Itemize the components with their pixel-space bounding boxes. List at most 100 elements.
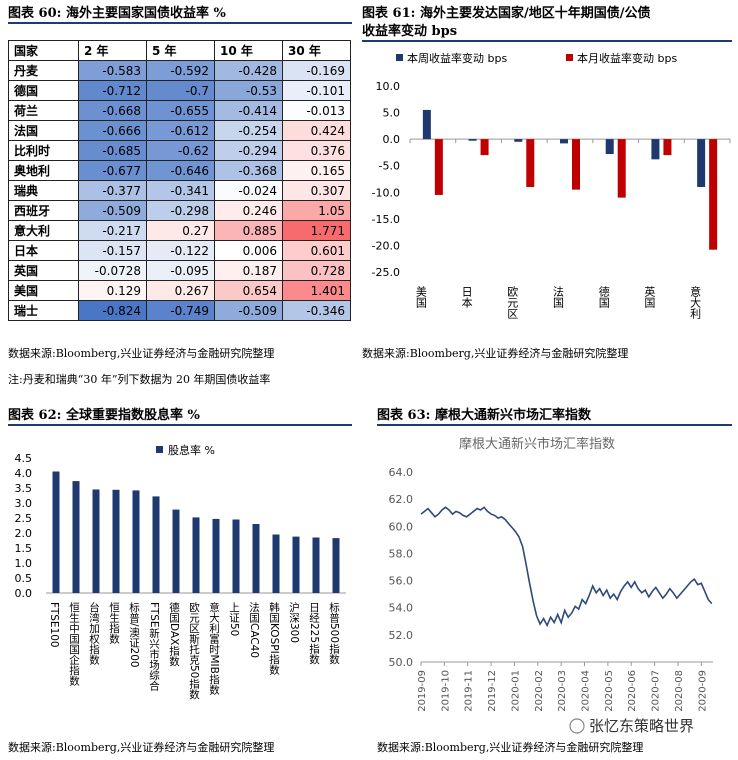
watermark: 张忆东策略世界	[569, 717, 694, 735]
yield-cell: -0.157	[78, 240, 147, 261]
yield-cell: -0.169	[282, 60, 351, 81]
x-category-label: FTSE新兴市场综合	[148, 602, 160, 691]
yield-cell: 0.601	[282, 240, 351, 261]
y-tick-label: -10.0	[372, 186, 400, 199]
bar	[72, 481, 80, 593]
x-category-label: 上证50	[228, 602, 240, 636]
yield-cell: 0.246	[214, 200, 283, 221]
yield-cell: -0.254	[214, 120, 283, 141]
country-cell: 瑞士	[8, 300, 79, 321]
yield-cell: -0.217	[78, 220, 147, 241]
x-tick-label: 2020-05	[604, 670, 615, 712]
bar	[480, 139, 489, 156]
country-cell: 荷兰	[8, 100, 79, 121]
x-category-label: 标普500指数	[328, 602, 340, 665]
bar	[312, 537, 320, 593]
legend-label: 本周收益率变动 bps	[407, 51, 507, 65]
table-row: 法国 -0.666 -0.612 -0.254 0.424	[8, 120, 351, 141]
y-tick-label: 5.0	[383, 107, 401, 120]
country-cell: 英国	[8, 260, 79, 281]
y-tick-label: 10.0	[376, 80, 401, 93]
y-tick-label: 2.0	[15, 527, 33, 540]
x-category-label: 台湾加权指数	[88, 601, 100, 666]
yield-cell: 0.424	[282, 120, 351, 141]
x-tick-label: 2020-03	[557, 670, 568, 712]
y-tick-label: 0.0	[15, 587, 33, 600]
bar	[172, 509, 180, 593]
yield-cell: -0.749	[146, 300, 215, 321]
x-category-label: 韩国KOSPI指数	[268, 601, 280, 675]
bar	[92, 489, 100, 593]
table-row: 瑞士 -0.824 -0.749 -0.509 -0.346	[8, 300, 351, 321]
table-row: 德国 -0.712 -0.7 -0.53 -0.101	[8, 80, 351, 101]
table-header-cell: 国家	[8, 40, 79, 61]
table-row: 丹麦 -0.583 -0.592 -0.428 -0.169	[8, 60, 351, 81]
table-row: 荷兰 -0.668 -0.655 -0.414 -0.013	[8, 100, 351, 121]
x-tick-label: 2019-09	[417, 670, 428, 712]
x-tick-label: 2020-04	[581, 670, 592, 712]
bar	[526, 139, 535, 187]
bar	[152, 496, 160, 593]
yield-cell: -0.685	[78, 140, 147, 161]
x-category-label: 欧元区斯托克50指数	[188, 602, 200, 700]
bar	[422, 109, 431, 140]
panel60-title: 图表 60: 海外主要国家国债收益率 %	[8, 6, 226, 21]
table-row: 西班牙 -0.509 -0.298 0.246 1.05	[8, 200, 351, 221]
y-tick-label: 3.5	[15, 482, 33, 495]
y-tick-label: 3.0	[15, 497, 33, 510]
x-tick-label: 2019-12	[487, 670, 498, 712]
yield-cell: 0.187	[214, 260, 283, 281]
table-row: 意大利 -0.217 0.27 0.885 1.771	[8, 220, 351, 241]
x-tick-label: 2019-10	[440, 670, 451, 712]
bar	[605, 139, 614, 155]
x-category-label: 沪深300	[288, 601, 300, 643]
y-tick-label: -25.0	[372, 266, 400, 279]
country-cell: 美国	[8, 280, 79, 301]
yield-cell: -0.368	[214, 160, 283, 181]
bar	[434, 139, 443, 195]
x-category-label: 恒生中国国企指数	[68, 601, 80, 687]
yield-cell: -0.013	[282, 100, 351, 121]
legend-swatch	[566, 54, 573, 61]
x-category-label: 恒生指数	[108, 601, 120, 645]
y-tick-label: 0.0	[383, 133, 401, 146]
table-header-cell: 30 年	[282, 40, 351, 61]
yield-cell: -0.414	[214, 100, 283, 121]
yield-cell: 0.654	[214, 280, 283, 301]
x-category-label: 德国	[597, 285, 610, 309]
x-category-label: 德国DAX指数	[168, 601, 180, 667]
country-cell: 比利时	[8, 140, 79, 161]
panel63-title: 图表 63: 摩根大通新兴市场汇率指数	[377, 408, 591, 423]
table-row: 瑞典 -0.377 -0.341 -0.024 0.307	[8, 180, 351, 201]
legend-label: 股息率 %	[168, 443, 215, 457]
bar	[617, 139, 626, 198]
country-cell: 西班牙	[8, 200, 79, 221]
bar	[514, 139, 523, 142]
table-header-cell: 5 年	[146, 40, 215, 61]
x-category-label: 英国	[643, 285, 656, 309]
x-category-label: 意大利	[689, 285, 702, 319]
yield-cell: -0.346	[282, 300, 351, 321]
y-tick-label: 64.0	[389, 466, 414, 479]
yield-cell: -0.677	[78, 160, 147, 181]
panel63-rule	[377, 424, 732, 426]
em-fx-index-chart: 摩根大通新兴市场汇率指数 64.0 62.0 60.0 58.0 56.0 54.0 52.0…	[389, 436, 713, 735]
bar	[112, 489, 120, 593]
bar	[560, 139, 568, 144]
panel60-note: 注:丹麦和瑞典“30 年”列下数据为 20 年期国债收益率	[8, 373, 271, 386]
y-tick-label: -15.0	[372, 213, 400, 226]
legend-swatch	[396, 54, 403, 61]
watermark-text: 张忆东策略世界	[589, 717, 694, 735]
yield-cell: -0.0728	[78, 260, 147, 281]
yield-cell: -0.583	[78, 60, 147, 81]
yield-cell: -0.298	[146, 200, 215, 221]
bar	[132, 490, 140, 593]
country-cell: 奥地利	[8, 160, 79, 181]
y-tick-label: -20.0	[372, 239, 400, 252]
yield-cell: 1.401	[282, 280, 351, 301]
bar	[663, 139, 672, 156]
x-category-label: 欧元区	[506, 286, 519, 319]
yield-cell: 1.771	[282, 220, 351, 241]
y-tick-label: 54.0	[389, 602, 414, 615]
